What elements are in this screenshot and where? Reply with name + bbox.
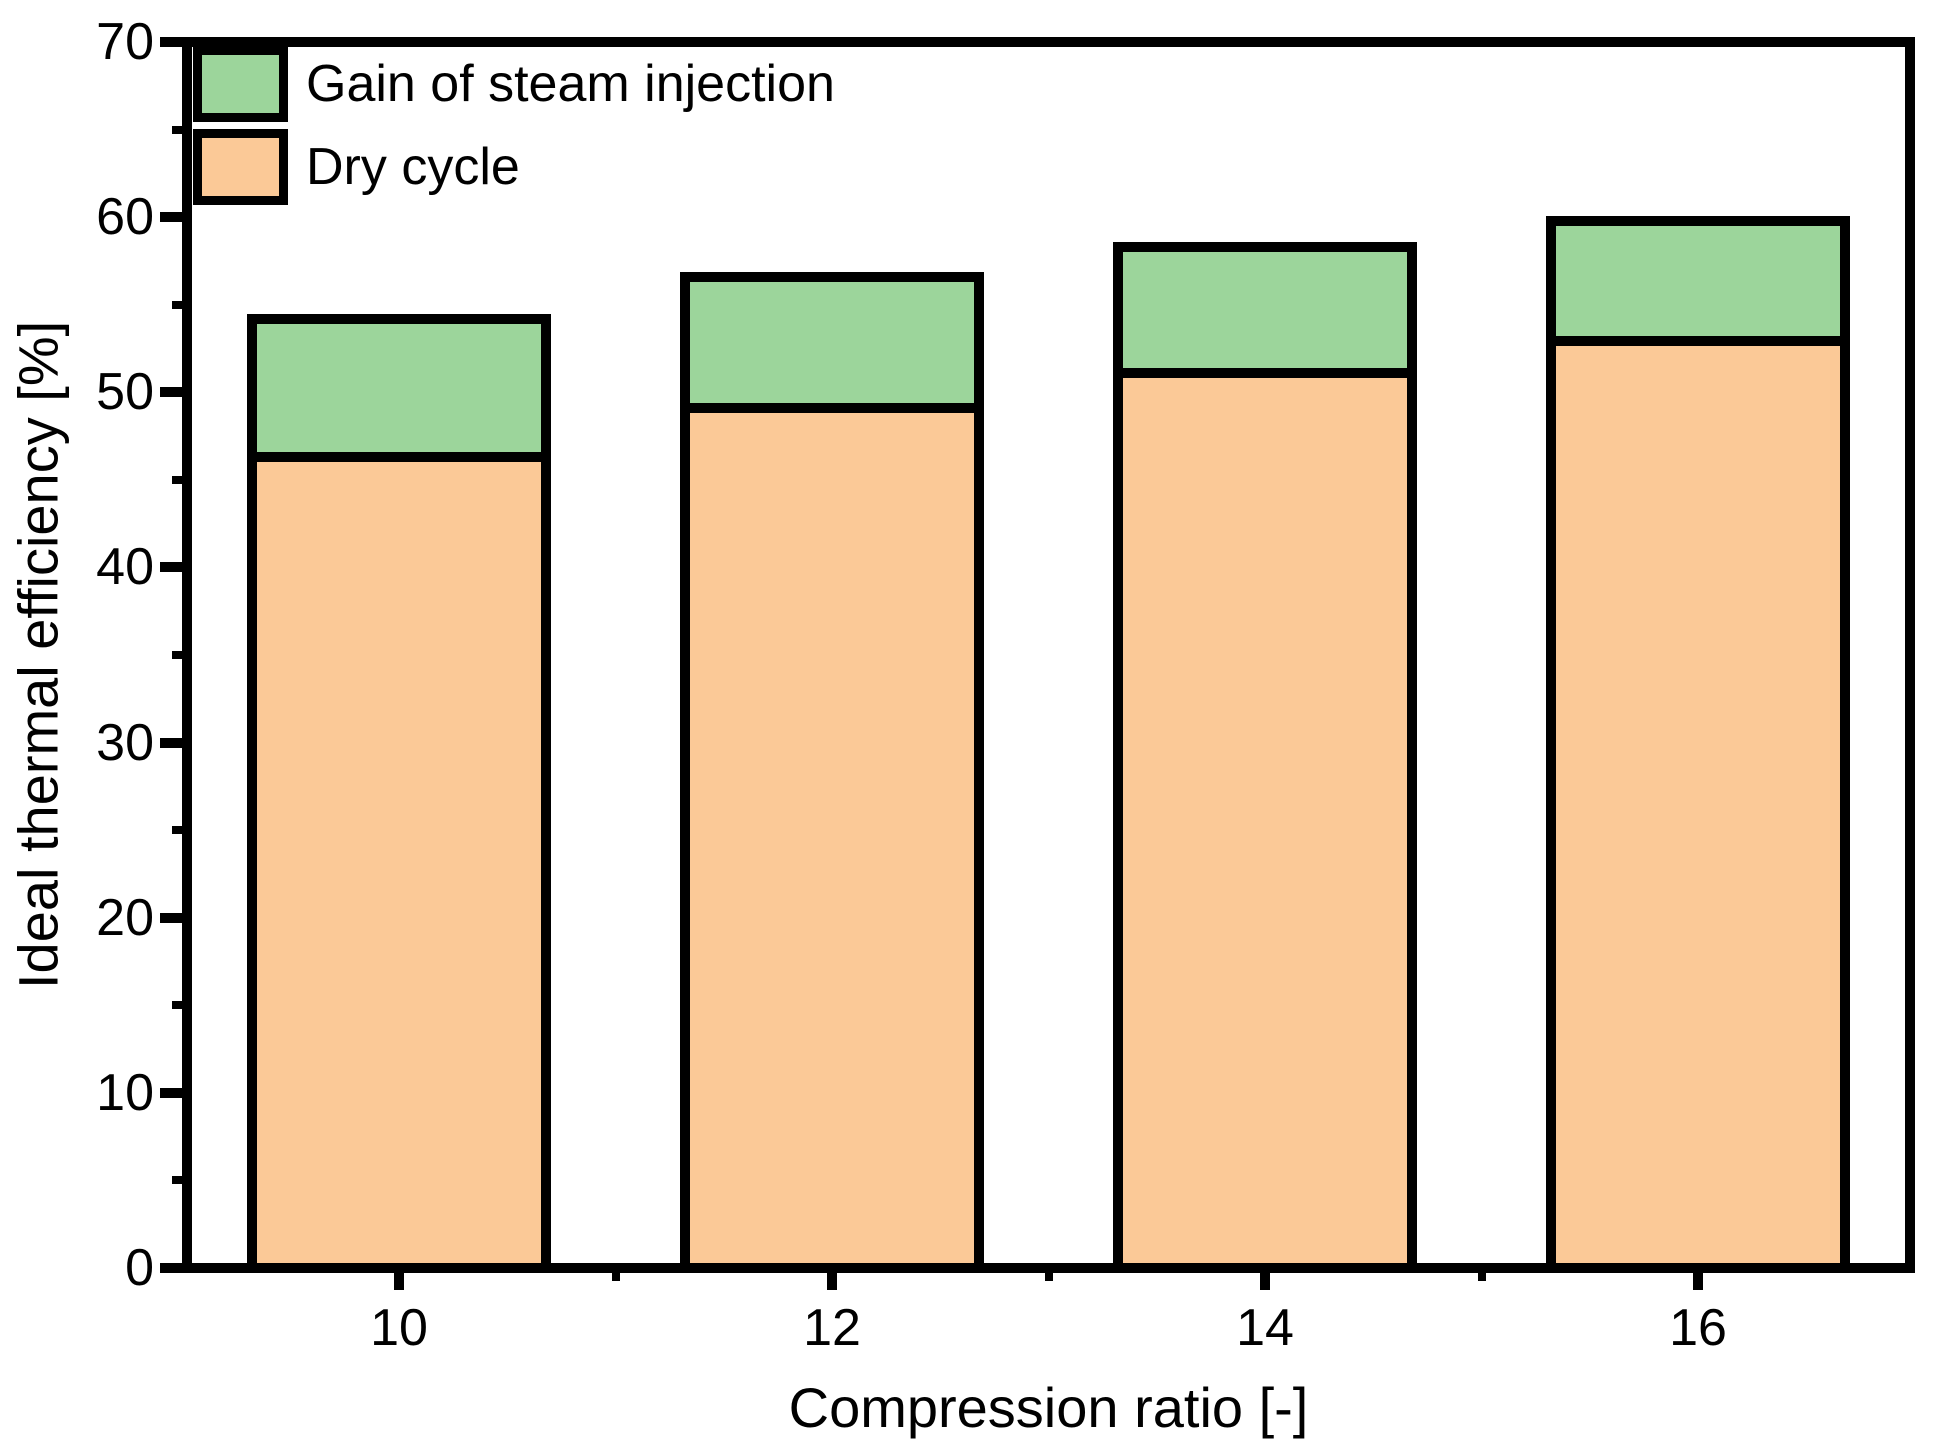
y-tick-label-40: 40 (96, 538, 154, 597)
x-tick-label-14: 14 (1236, 1299, 1294, 1357)
x-major-tick-14 (1260, 1268, 1270, 1290)
y-major-tick-10 (160, 1087, 192, 1098)
x-tick-label-16: 16 (1669, 1299, 1727, 1357)
y-minor-tick-25 (172, 826, 192, 835)
x-tick-label-12: 12 (803, 1299, 861, 1357)
y-tick-label-10: 10 (96, 1063, 154, 1122)
y-major-tick-50 (160, 387, 192, 398)
legend: Gain of steam injection Dry cycle (193, 46, 835, 205)
x-major-tick-12 (827, 1268, 837, 1290)
x-axis-title: Compression ratio [-] (788, 1376, 1309, 1439)
y-major-tick-0 (160, 1263, 192, 1273)
y-minor-tick-15 (172, 1001, 192, 1010)
y-minor-tick-65 (172, 125, 192, 134)
x-minor-tick-0 (611, 1268, 620, 1281)
legend-swatch-gain-icon (193, 46, 288, 122)
y-minor-tick-45 (172, 475, 192, 484)
y-major-tick-30 (160, 737, 192, 748)
x-major-tick-16 (1693, 1268, 1703, 1290)
y-tick-label-0: 0 (125, 1239, 154, 1297)
y-major-tick-20 (160, 912, 192, 923)
y-tick-label-60: 60 (96, 188, 154, 247)
x-minor-tick-2 (1477, 1268, 1486, 1281)
y-minor-tick-5 (172, 1176, 192, 1185)
legend-swatch-dry-icon (193, 129, 288, 205)
y-major-tick-60 (160, 212, 192, 223)
y-tick-label-30: 30 (96, 713, 154, 772)
y-tick-label-20: 20 (96, 888, 154, 947)
x-tick-label-10: 10 (370, 1299, 428, 1357)
y-major-tick-40 (160, 562, 192, 573)
legend-label-gain: Gain of steam injection (306, 55, 835, 113)
y-tick-label-70: 70 (96, 13, 154, 71)
bar-segment-gain-12 (680, 271, 984, 414)
legend-item-dry: Dry cycle (193, 129, 835, 205)
bar-segment-gain-14 (1113, 241, 1417, 378)
bar-segment-gain-16 (1546, 215, 1850, 347)
bar-segment-gain-10 (247, 313, 551, 463)
legend-item-gain: Gain of steam injection (193, 46, 835, 122)
x-minor-tick-1 (1044, 1268, 1053, 1281)
y-minor-tick-55 (172, 300, 192, 309)
legend-label-dry: Dry cycle (306, 138, 520, 196)
y-tick-label-50: 50 (96, 363, 154, 422)
y-major-tick-70 (160, 37, 192, 47)
y-minor-tick-35 (172, 651, 192, 659)
x-major-tick-10 (394, 1268, 404, 1290)
